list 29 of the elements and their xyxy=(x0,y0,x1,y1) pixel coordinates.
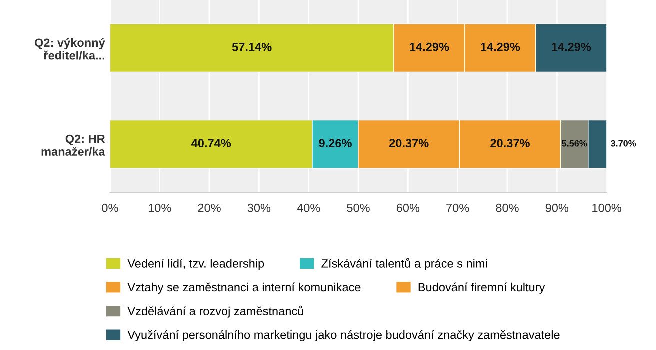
data-label: 20.37% xyxy=(389,139,429,148)
legend-label: Vztahy se zaměstnanci a interní komunikace xyxy=(128,282,361,294)
legend-label: Vedení lidí, tzv. leadership xyxy=(128,259,264,270)
data-label: 14.29% xyxy=(410,42,450,52)
data-label: 57.14% xyxy=(232,42,272,52)
x-tick-label: 50% xyxy=(347,204,370,212)
legend-label: Vzdělávání a rozvoj zaměstnanců xyxy=(128,306,304,318)
x-tick-label: 0% xyxy=(102,204,118,212)
data-label: 5.56% xyxy=(562,140,588,147)
data-label: 40.74% xyxy=(192,139,232,148)
data-label: 9.26% xyxy=(319,139,352,148)
data-label: 3.70% xyxy=(610,140,636,147)
x-tick-label: 90% xyxy=(546,204,569,212)
data-label: 14.29% xyxy=(481,42,520,52)
data-label: 20.37% xyxy=(490,139,530,148)
x-tick-label: 100% xyxy=(592,204,622,212)
data-label: 14.29% xyxy=(552,42,592,52)
x-tick-label: 20% xyxy=(198,204,221,212)
y-tick-label: Q2: HR manažer/ka xyxy=(42,134,106,156)
x-tick-label: 70% xyxy=(446,204,470,212)
y-tick-label: Q2: výkonný ředitel/ka... xyxy=(34,38,106,60)
x-tick-label: 40% xyxy=(297,204,320,212)
legend-label: Budování firemní kultury xyxy=(418,282,546,294)
x-tick-label: 30% xyxy=(248,204,271,212)
x-tick-label: 10% xyxy=(148,204,172,212)
x-tick-label: 80% xyxy=(496,204,519,212)
x-tick-label: 60% xyxy=(396,204,420,212)
legend-label: Získávání talentů a práce s nimi xyxy=(322,258,488,270)
legend-label: Využívání personálního marketingu jako nástroje budování značky zaměstnavatele xyxy=(128,330,560,342)
